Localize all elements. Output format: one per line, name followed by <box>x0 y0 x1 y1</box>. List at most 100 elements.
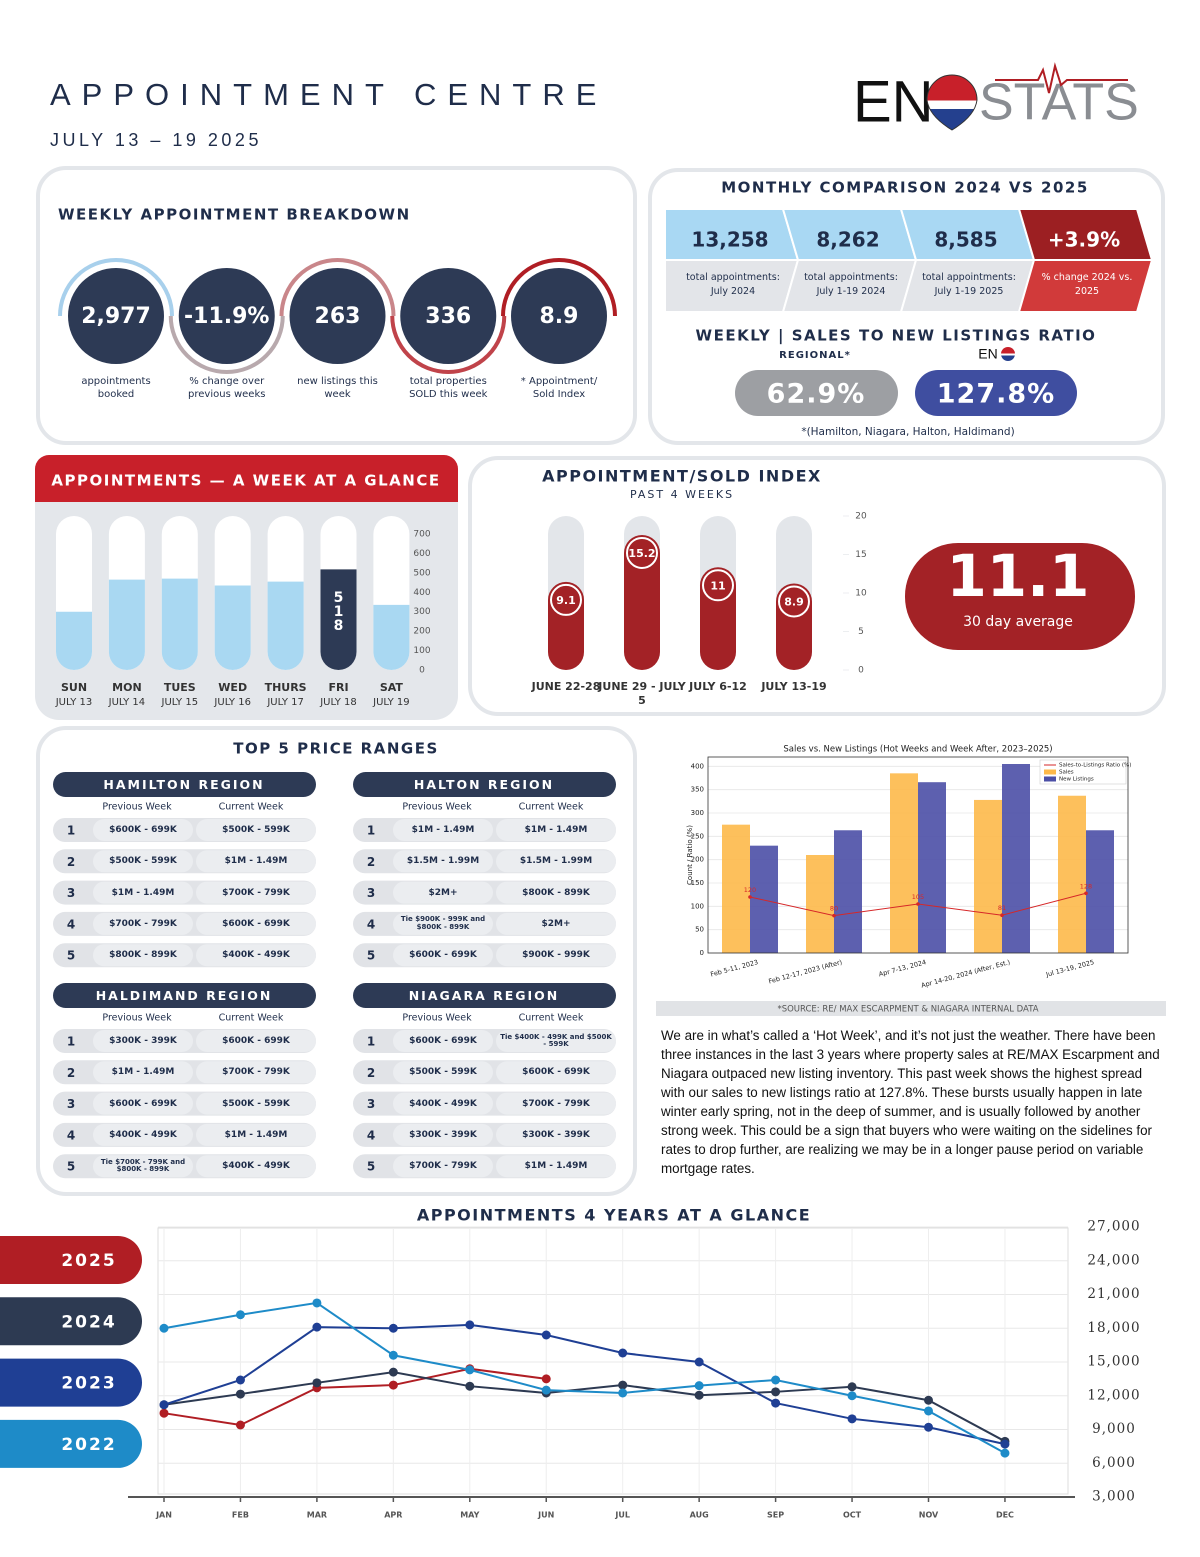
price-cell-bg <box>196 1092 316 1115</box>
stat-label: % change over previous weeks <box>188 376 266 400</box>
value-badge <box>550 583 582 616</box>
region-name: NIAGARA REGION <box>409 988 560 1003</box>
x-tick-label: MON <box>112 681 142 694</box>
x-tick-label: FEB <box>232 1511 249 1520</box>
bar <box>834 830 862 953</box>
price-cell-bg <box>393 912 493 935</box>
x-tick-label: MAR <box>307 1511 327 1520</box>
y-tick-label: 18,000 <box>1087 1320 1140 1336</box>
average-value: 11.1 <box>946 542 1089 610</box>
price-cell-box: $1.5M - 1.99M <box>407 856 479 866</box>
series-point <box>235 1310 245 1320</box>
bar <box>890 773 918 953</box>
y-tick-label: 200 <box>413 627 430 637</box>
price-cell: $600K - 699K <box>522 1067 590 1078</box>
price-cell-bg <box>196 850 316 873</box>
price-cell: $1.5M - 1.99M <box>519 856 593 867</box>
chart-subtitle: PAST 4 WEEKS <box>630 488 734 501</box>
price-cell-bg <box>196 912 316 935</box>
week-header <box>35 455 458 502</box>
rank: 5 <box>367 949 375 963</box>
value-badge <box>626 536 658 569</box>
price-cell-box: $1M - 1.49M <box>525 1161 588 1171</box>
series-point <box>465 1365 475 1375</box>
y-tick-label: 300 <box>413 607 430 617</box>
page-date: JULY 13 – 19 2025 <box>50 130 262 150</box>
rank: 3 <box>367 886 375 900</box>
average-label: 30 day average <box>963 614 1073 630</box>
price-cell-box: $400K - 499K <box>409 1099 477 1109</box>
region-name: HAMILTON REGION <box>103 777 264 792</box>
series-point <box>388 1323 398 1333</box>
series-point <box>771 1375 781 1385</box>
column-header: Current Week <box>519 802 584 813</box>
rank: 2 <box>67 1066 75 1080</box>
stat-value: 263 <box>315 304 361 329</box>
series-point <box>159 1408 169 1418</box>
price-cell-box: $600K - 699K <box>222 1036 290 1046</box>
y-tick-label: 200 <box>691 856 704 864</box>
value-badge <box>778 585 810 618</box>
y-tick-label: 27,000 <box>1087 1219 1140 1235</box>
y-tick-label: 9,000 <box>1092 1421 1136 1437</box>
rank: 3 <box>67 886 75 900</box>
y-tick-label: 700 <box>413 530 430 540</box>
price-cell-box: $300K - 399K <box>409 1130 477 1140</box>
price-cell-bg <box>93 1030 193 1052</box>
bar <box>1058 795 1086 953</box>
section-title: WEEKLY APPOINTMENT BREAKDOWN <box>58 206 411 224</box>
price-cell-box: $600K - 699K <box>409 1036 477 1046</box>
price-cell-box: $600K - 699K <box>109 825 177 835</box>
price-cell: $1M - 1.49M <box>411 825 475 835</box>
bar <box>750 845 778 953</box>
bar <box>267 581 304 670</box>
price-cell-box: $1M - 1.49M <box>411 825 475 835</box>
y-tick-label: 150 <box>691 879 704 887</box>
data-label: 518 <box>333 591 344 635</box>
series-point <box>159 1400 169 1410</box>
legend-label: Sales <box>1059 770 1074 776</box>
price-cell-box: $1M - 1.49M <box>225 1130 288 1140</box>
rank: 5 <box>67 1160 75 1174</box>
bar <box>974 799 1002 953</box>
rank: 1 <box>367 824 375 838</box>
legend-label: 2022 <box>61 1435 116 1455</box>
price-cell-box: $700K - 799K <box>522 1099 590 1109</box>
chevron-value: 8,585 <box>934 228 997 252</box>
legend-pill <box>0 1419 142 1468</box>
price-cell: $300K - 399K <box>522 1129 590 1140</box>
x-tick-label: SEP <box>767 1511 784 1520</box>
stat-circle <box>68 268 164 364</box>
bar <box>320 569 357 670</box>
x-tick-label: NOV <box>919 1511 939 1520</box>
stat-value: 8.9 <box>540 304 579 329</box>
price-cell: $900K - 999K <box>522 950 590 961</box>
x-tick-label-box: JUNE 22-28 <box>532 680 601 693</box>
chevron-label: total appointments: July 2024 <box>686 272 780 297</box>
price-cell-box: $1M - 1.49M <box>525 825 588 835</box>
rank: 3 <box>367 1097 375 1111</box>
x-tick-label: JUNE 29 - JULY 5 <box>598 680 686 707</box>
y-tick-label: 10 <box>855 589 867 599</box>
chevron-label: total appointments: July 1-19 2024 <box>804 272 898 297</box>
y-tick-label: 15 <box>855 550 866 560</box>
data-label: 8.9 <box>784 595 804 608</box>
x-tick-label: SAT <box>380 681 404 694</box>
price-cell-bg <box>393 850 493 873</box>
series-point <box>235 1375 245 1385</box>
rank: 3 <box>67 1097 75 1111</box>
price-cell-box: $1M - 1.49M <box>225 856 288 866</box>
data-label: 80 <box>830 905 838 913</box>
price-cell: $500K - 599K <box>409 1067 477 1078</box>
chevron-label: % change 2024 vs. 2025 <box>1041 272 1133 297</box>
y-tick-label: 3,000 <box>1092 1489 1136 1505</box>
series-point <box>924 1422 933 1432</box>
price-cell-box: $500K - 599K <box>222 825 290 835</box>
series-point <box>465 1381 475 1391</box>
price-cell-bg <box>196 819 316 841</box>
x-tick-label: JAN <box>155 1511 172 1520</box>
y-tick-label: 100 <box>691 902 704 910</box>
y-axis-label: Count / Ratio (%) <box>686 825 694 885</box>
y-tick-label: 12,000 <box>1087 1387 1140 1403</box>
